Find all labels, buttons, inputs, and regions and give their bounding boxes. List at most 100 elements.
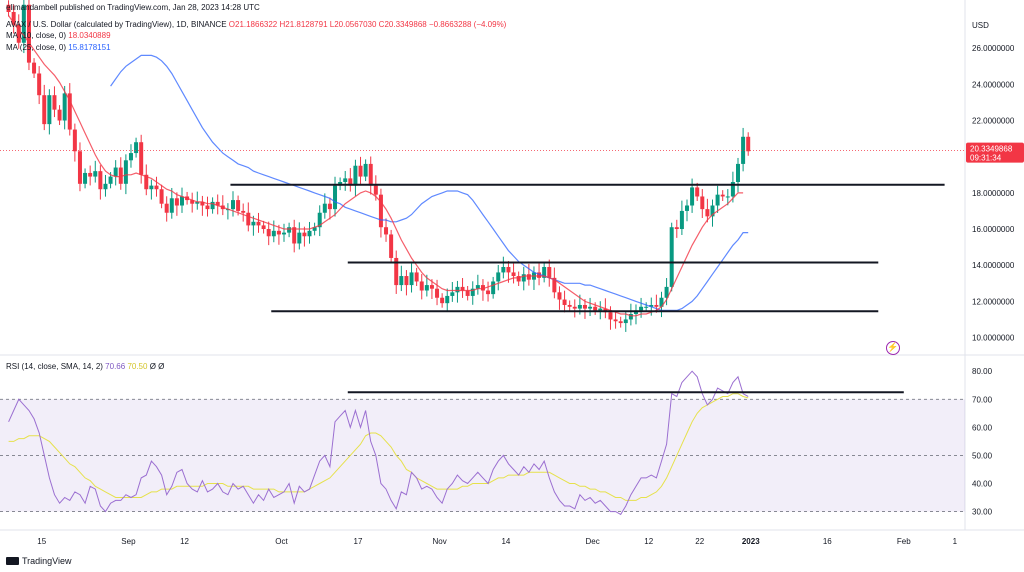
candle-body <box>613 319 618 322</box>
publisher-line: elimandambell published on TradingView.c… <box>6 3 260 12</box>
candle-body <box>83 172 88 184</box>
candle-body <box>256 221 261 226</box>
ma25-legend[interactable]: MA (25, close, 0) 15.8178151 <box>6 43 111 52</box>
countdown-label: 09:31:34 <box>970 154 1002 163</box>
candle-body <box>292 227 297 244</box>
time-tick-label: 12 <box>644 537 653 546</box>
candle-body <box>516 276 521 282</box>
candle-body <box>88 172 93 177</box>
candle-body <box>62 93 67 121</box>
candle-body <box>159 189 164 204</box>
candle-body <box>52 95 57 110</box>
candle-body <box>348 178 353 186</box>
rsi-tick-label: 60.00 <box>972 423 993 432</box>
price-axis[interactable]: USD 10.0000000 12.0000000 14.0000000 16.0000… <box>966 21 1024 517</box>
time-tick-label: 15 <box>37 537 46 546</box>
candle-body <box>271 230 276 237</box>
candle-body <box>42 95 47 125</box>
candle-body <box>72 129 77 152</box>
rsi-pane[interactable] <box>8 370 904 516</box>
last-price-label: 20.3349868 <box>970 145 1013 154</box>
candle-body <box>118 167 123 184</box>
candle-body <box>11 12 16 25</box>
candle-body <box>608 312 613 320</box>
rsi-tick-label: 80.00 <box>972 367 993 376</box>
candle-body <box>465 290 470 296</box>
tradingview-logo-icon <box>6 557 19 565</box>
ohlc-values: O21.1866322 H21.8128791 L20.0567030 C20.… <box>228 20 507 29</box>
candle-body <box>297 232 302 244</box>
candle-body <box>567 304 572 307</box>
time-tick-label: Feb <box>897 537 911 546</box>
candle-body <box>429 285 434 289</box>
price-tick-label: 10.0000000 <box>972 334 1015 343</box>
candle-body <box>363 163 368 177</box>
candle-body <box>690 187 695 206</box>
candle-body <box>333 185 338 210</box>
candle-body <box>577 304 582 309</box>
candle-body <box>113 167 118 177</box>
rsi-tick-label: 30.00 <box>972 508 993 517</box>
candle-body <box>236 200 241 211</box>
candle-body <box>343 178 348 182</box>
candle-body <box>649 304 654 307</box>
candle-body <box>746 136 751 152</box>
candle-body <box>77 151 82 184</box>
price-tick-label: 14.0000000 <box>972 261 1015 270</box>
candle-body <box>455 286 460 293</box>
candle-body <box>409 272 414 286</box>
rsi-tick-label: 50.00 <box>972 451 993 460</box>
candle-body <box>287 227 292 233</box>
candle-body <box>317 212 322 228</box>
candle-body <box>475 285 480 289</box>
flash-icon[interactable]: ⚡ <box>886 341 900 355</box>
candle-body <box>241 210 246 213</box>
candle-body <box>440 297 445 304</box>
candle-body <box>139 142 144 175</box>
ma10-value: 18.0340889 <box>68 31 111 40</box>
candle-body <box>190 200 195 204</box>
candle-body <box>695 187 700 197</box>
candle-body <box>205 205 210 210</box>
candle-body <box>501 267 506 273</box>
rsi-value: 70.66 <box>105 362 126 371</box>
candle-body <box>542 267 547 278</box>
candle-body <box>21 4 26 43</box>
rsi-legend[interactable]: RSI (14, close, SMA, 14, 2) 70.66 70.50 … <box>6 362 164 371</box>
rsi-band <box>0 398 965 512</box>
candle-body <box>414 272 419 282</box>
candle-body <box>378 194 383 228</box>
candle-body <box>470 288 475 296</box>
price-pane[interactable] <box>0 0 965 332</box>
candle-body <box>715 194 720 206</box>
ma10-label: MA (10, close, 0) <box>6 31 67 40</box>
candle-body <box>276 230 281 235</box>
candle-body <box>623 319 628 324</box>
ma10-legend[interactable]: MA (10, close, 0) 18.0340889 <box>6 31 111 40</box>
candle-body <box>460 286 465 291</box>
price-tick-label: 24.0000000 <box>972 80 1015 89</box>
candle-body <box>582 304 587 309</box>
time-axis[interactable]: 15 Sep 12 Oct 17 Nov 14 Dec 12 22 2023 16 Feb 1 <box>37 537 957 546</box>
candle-body <box>404 276 409 286</box>
candle-body <box>179 196 184 206</box>
candle-body <box>215 201 220 206</box>
candle-body <box>674 227 679 230</box>
candle-body <box>384 227 389 235</box>
candle-body <box>679 210 684 230</box>
candle-body <box>394 257 399 286</box>
price-tick-label: 18.0000000 <box>972 189 1015 198</box>
candle-body <box>557 292 562 300</box>
tradingview-logo: TradingView <box>6 556 72 566</box>
candle-body <box>16 24 21 43</box>
candle-body <box>134 142 139 154</box>
candle-body <box>598 308 603 311</box>
time-tick-label: 14 <box>501 537 510 546</box>
time-tick-label: 2023 <box>742 537 760 546</box>
candle-body <box>266 229 271 237</box>
candle-body <box>154 185 159 190</box>
time-tick-label: Nov <box>432 537 446 546</box>
candle-body <box>511 272 516 277</box>
time-tick-label: 1 <box>953 537 958 546</box>
